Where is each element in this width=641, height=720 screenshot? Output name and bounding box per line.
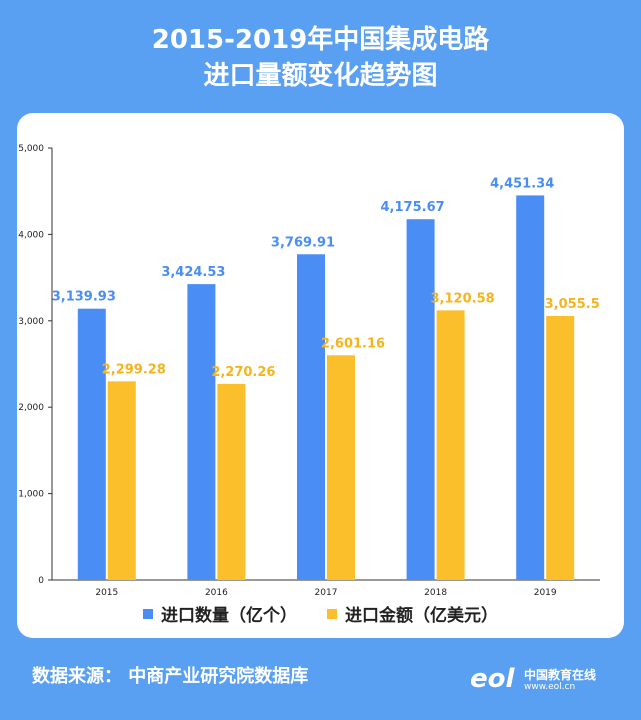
eol-logo-name: 中国教育在线 (524, 668, 597, 682)
legend: 进口数量（亿个） 进口金额（亿美元） (0, 601, 641, 626)
data-label-amount: 3,120.58 (431, 291, 495, 306)
legend-swatch-amount (327, 608, 337, 619)
bar-amount (327, 355, 355, 580)
data-label-amount: 2,299.28 (102, 362, 166, 377)
data-label-quantity: 3,424.53 (161, 265, 225, 280)
legend-item-amount: 进口金额（亿美元） (327, 601, 498, 626)
data-label-amount: 3,055.5 (545, 297, 600, 312)
bar-quantity (297, 254, 325, 580)
bar-amount (546, 316, 575, 580)
y-tick-label: 5,000 (18, 144, 44, 154)
legend-label-amount: 进口金额（亿美元） (345, 606, 498, 626)
bar-quantity (77, 308, 106, 580)
data-label-quantity: 4,451.34 (490, 176, 554, 191)
x-tick-label: 2017 (315, 588, 338, 598)
data-label-quantity: 4,175.67 (381, 200, 445, 215)
bar-amount (436, 310, 465, 580)
chart-title: 2015-2019年中国集成电路 进口量额变化趋势图 (0, 22, 641, 94)
y-tick-label: 4,000 (18, 230, 44, 240)
data-source: 数据来源： 中商产业研究院数据库 (32, 666, 309, 687)
legend-swatch-quantity (143, 608, 153, 619)
y-tick-label: 3,000 (18, 317, 44, 327)
data-label-amount: 2,270.26 (211, 365, 275, 380)
x-tick-label: 2015 (95, 588, 118, 598)
y-tick-label: 0 (38, 576, 44, 586)
data-label-quantity: 3,769.91 (271, 235, 335, 250)
eol-logo: eol 中国教育在线 www.eol.cn (470, 660, 610, 700)
bar-amount (217, 383, 246, 580)
x-tick-label: 2019 (534, 588, 557, 598)
y-tick-label: 2,000 (18, 403, 44, 413)
eol-logo-mark: eol (470, 664, 515, 694)
title-line-2: 进口量额变化趋势图 (203, 61, 438, 91)
data-label-amount: 2,601.16 (321, 336, 385, 351)
data-label-quantity: 3,139.93 (52, 290, 116, 305)
bar-amount (107, 381, 136, 580)
title-line-1: 2015-2019年中国集成电路 (151, 25, 490, 55)
bar-quantity (516, 195, 545, 580)
x-tick-label: 2018 (424, 588, 447, 598)
legend-label-quantity: 进口数量（亿个） (161, 606, 297, 626)
bar-quantity (406, 219, 435, 580)
x-tick-label: 2016 (205, 588, 228, 598)
bar-quantity (187, 284, 216, 580)
legend-item-quantity: 进口数量（亿个） (143, 601, 297, 626)
y-tick-label: 1,000 (18, 490, 44, 500)
eol-logo-url: www.eol.cn (524, 682, 576, 692)
